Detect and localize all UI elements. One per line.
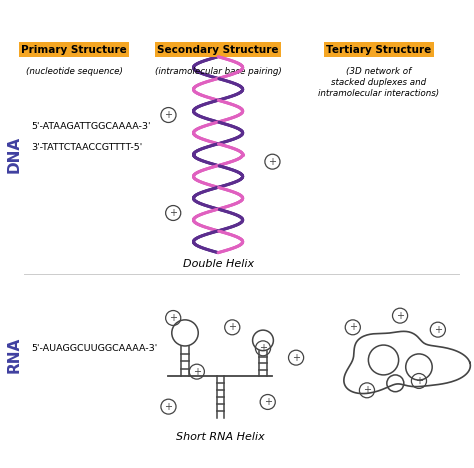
- Text: +: +: [169, 313, 177, 323]
- Text: 5'-ATAAGATTGGCAAAA-3': 5'-ATAAGATTGGCAAAA-3': [31, 122, 151, 131]
- Text: (3D network of
stacked duplexes and
intramolecular interactions): (3D network of stacked duplexes and intr…: [318, 67, 439, 98]
- Text: +: +: [264, 397, 272, 407]
- Text: +: +: [363, 385, 371, 395]
- Text: +: +: [415, 376, 423, 386]
- Text: Primary Structure: Primary Structure: [21, 44, 127, 55]
- Text: +: +: [292, 353, 300, 363]
- Text: Short RNA Helix: Short RNA Helix: [176, 432, 265, 442]
- Text: +: +: [228, 322, 236, 332]
- Text: Double Helix: Double Helix: [182, 259, 254, 269]
- Text: (intramolecular base pairing): (intramolecular base pairing): [155, 67, 282, 76]
- Text: +: +: [193, 366, 201, 377]
- Text: +: +: [164, 110, 173, 120]
- Text: Tertiary Structure: Tertiary Structure: [326, 44, 431, 55]
- Text: +: +: [396, 311, 404, 321]
- Text: Secondary Structure: Secondary Structure: [157, 44, 279, 55]
- Text: (nucleotide sequence): (nucleotide sequence): [26, 67, 122, 76]
- Text: 3'-TATTCTAACCGTTTT-5': 3'-TATTCTAACCGTTTT-5': [31, 143, 143, 152]
- Text: +: +: [259, 344, 267, 353]
- Text: +: +: [434, 325, 442, 335]
- Text: RNA: RNA: [7, 337, 21, 373]
- Text: +: +: [349, 322, 357, 332]
- Text: +: +: [164, 402, 173, 412]
- Text: DNA: DNA: [7, 136, 21, 173]
- Text: +: +: [169, 208, 177, 218]
- Text: 5'-AUAGGCUUGGCAAAA-3': 5'-AUAGGCUUGGCAAAA-3': [31, 344, 158, 353]
- Text: +: +: [268, 157, 276, 167]
